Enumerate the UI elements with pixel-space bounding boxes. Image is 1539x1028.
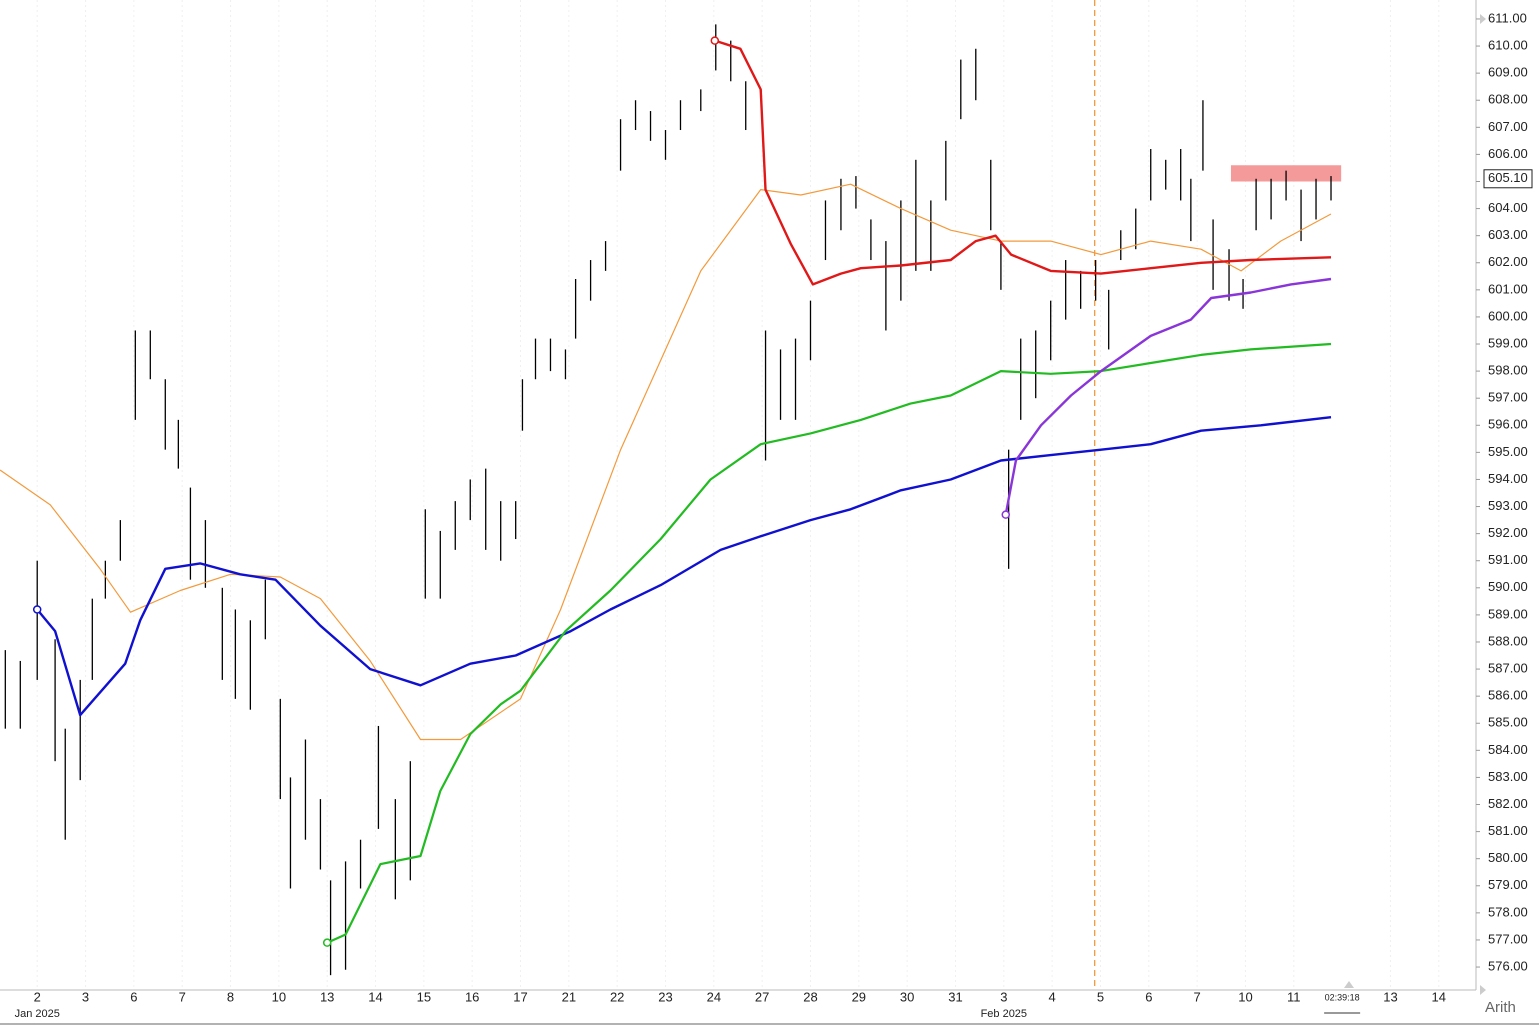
y-tick-label: 604.00 <box>1488 200 1528 215</box>
y-tick-label: 581.00 <box>1488 823 1528 838</box>
x-tick-label: 21 <box>562 989 576 1004</box>
y-tick-label: 611.00 <box>1488 10 1527 25</box>
indicator-line <box>714 39 1332 286</box>
anchor-marker <box>1001 510 1010 519</box>
y-tick-label: 601.00 <box>1488 281 1528 296</box>
y-tick-label: 587.00 <box>1488 661 1528 676</box>
y-tick-label: 595.00 <box>1488 444 1528 459</box>
x-tick-label: 14 <box>368 989 382 1004</box>
y-tick-label: 607.00 <box>1488 119 1528 134</box>
y-tick-label: 602.00 <box>1488 254 1528 269</box>
x-tick-label: 24 <box>707 989 721 1004</box>
x-tick-label: 31 <box>948 989 962 1004</box>
scroll-icon[interactable] <box>1344 981 1354 988</box>
x-tick-label: 16 <box>465 989 479 1004</box>
y-tick-label: 589.00 <box>1488 606 1528 621</box>
y-tick-label: 609.00 <box>1488 65 1528 80</box>
y-tick-label: 599.00 <box>1488 335 1528 350</box>
x-tick-label: 02:39:18 <box>1325 992 1360 1002</box>
last-price-label: 605.10 <box>1488 170 1528 185</box>
y-tick-label: 598.00 <box>1488 363 1528 378</box>
x-tick-label: 22 <box>610 989 624 1004</box>
x-period-label: Jan 2025 <box>15 1008 60 1020</box>
y-tick-label: 576.00 <box>1488 958 1528 973</box>
y-tick-label: 588.00 <box>1488 633 1528 648</box>
y-tick-label: 603.00 <box>1488 227 1528 242</box>
x-tick-label: 4 <box>1049 989 1056 1004</box>
last-price-box <box>1483 169 1533 189</box>
x-tick-label: 8 <box>227 989 234 1004</box>
y-tick-label: 580.00 <box>1488 850 1528 865</box>
y-tick-label: 590.00 <box>1488 579 1528 594</box>
x-tick-label: 27 <box>755 989 769 1004</box>
anchor-marker <box>710 36 720 45</box>
x-tick-label: 5 <box>1097 989 1104 1004</box>
x-tick-label: 3 <box>82 989 89 1004</box>
x-tick-label: 3 <box>1000 989 1007 1004</box>
y-tick-label: 600.00 <box>1488 308 1528 323</box>
anchor-marker <box>32 605 42 614</box>
y-tick-label: 592.00 <box>1488 525 1528 540</box>
y-tick-label: 579.00 <box>1488 877 1528 892</box>
y-tick-label: 584.00 <box>1488 742 1528 757</box>
x-tick-label: 13 <box>320 989 334 1004</box>
x-tick-label: 28 <box>803 989 817 1004</box>
plot-area <box>0 0 1440 990</box>
indicator-line <box>0 183 1332 741</box>
x-tick-label: 15 <box>417 989 431 1004</box>
indicator-line <box>36 416 1332 717</box>
y-tick-label: 593.00 <box>1488 498 1528 513</box>
x-tick-label: 10 <box>272 989 286 1004</box>
anchor-marker <box>322 938 332 947</box>
scroll-icon[interactable] <box>1480 14 1486 24</box>
x-tick-label: 7 <box>1194 989 1201 1004</box>
x-tick-label: 7 <box>179 989 186 1004</box>
x-tick-label: 6 <box>130 989 137 1004</box>
indicator-line <box>326 342 1332 944</box>
x-tick-label: 29 <box>852 989 866 1004</box>
y-tick-label: 577.00 <box>1488 931 1528 946</box>
x-tick-label: 14 <box>1432 989 1446 1004</box>
y-tick-label: 610.00 <box>1488 37 1528 52</box>
y-tick-label: 578.00 <box>1488 904 1528 919</box>
y-tick-label: 608.00 <box>1488 92 1528 107</box>
y-tick-label: 583.00 <box>1488 769 1528 784</box>
y-tick-label: 585.00 <box>1488 715 1528 730</box>
indicator-line <box>1004 277 1332 515</box>
scroll-icon[interactable] <box>1480 985 1486 995</box>
x-tick-label: 11 <box>1287 989 1301 1004</box>
x-tick-label: 2 <box>34 989 41 1004</box>
y-tick-label: 586.00 <box>1488 688 1528 703</box>
x-period-label: Feb 2025 <box>981 1008 1027 1020</box>
y-tick-label: 606.00 <box>1488 146 1528 161</box>
y-tick-label: 594.00 <box>1488 471 1528 486</box>
y-tick-label: 591.00 <box>1488 552 1528 567</box>
y-tick-label: 597.00 <box>1488 390 1528 405</box>
x-tick-label: 23 <box>658 989 672 1004</box>
y-tick-label: 582.00 <box>1488 796 1528 811</box>
x-tick-label: 6 <box>1145 989 1152 1004</box>
x-tick-label: 13 <box>1383 989 1397 1004</box>
scale-mode[interactable]: Arith <box>1485 999 1516 1016</box>
x-tick-label: 17 <box>513 989 527 1004</box>
x-tick-label: 30 <box>900 989 914 1004</box>
y-tick-label: 596.00 <box>1488 417 1528 432</box>
x-tick-label: 10 <box>1238 989 1252 1004</box>
